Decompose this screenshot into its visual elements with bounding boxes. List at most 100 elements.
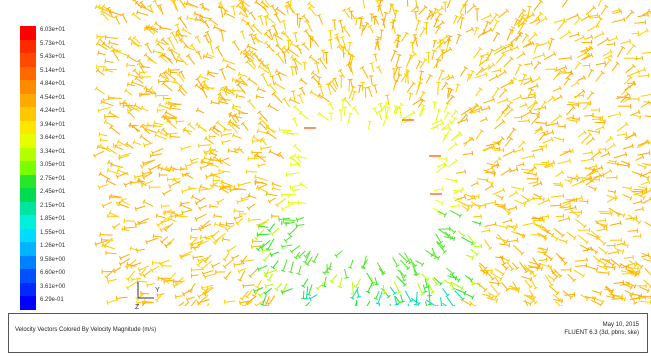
vector-arrowhead <box>618 264 622 269</box>
vector-arrowhead <box>231 105 235 111</box>
velocity-vector-field[interactable] <box>0 0 651 306</box>
velocity-vector <box>335 250 343 257</box>
velocity-vector <box>624 133 635 141</box>
velocity-vector <box>579 244 589 250</box>
legend-swatch <box>20 215 36 229</box>
vector-arrowhead <box>101 4 106 9</box>
vector-arrowhead <box>455 178 458 184</box>
vector-arrowhead <box>124 141 129 146</box>
velocity-vector <box>257 130 271 135</box>
vector-arrowhead <box>117 201 121 207</box>
vector-arrowhead <box>502 52 507 57</box>
velocity-vector <box>475 68 484 76</box>
vector-arrowhead <box>160 52 164 58</box>
vector-arrowhead <box>594 187 597 192</box>
velocity-vector <box>481 107 490 111</box>
velocity-vector <box>493 158 501 164</box>
velocity-vector <box>233 41 240 51</box>
vector-arrowhead <box>582 34 586 40</box>
velocity-vector <box>105 252 117 255</box>
velocity-vector <box>600 5 607 15</box>
vector-arrowhead <box>563 17 566 23</box>
vector-arrowhead <box>637 271 640 276</box>
vector-arrowhead <box>496 163 499 169</box>
velocity-vector <box>285 235 293 242</box>
vector-arrowhead <box>115 48 118 54</box>
vector-arrowhead <box>98 143 102 148</box>
velocity-vector <box>634 208 644 211</box>
vector-arrowhead <box>628 281 630 287</box>
legend-label: 3.34e+01 <box>40 148 66 155</box>
velocity-vector <box>255 180 267 185</box>
vector-arrowhead <box>619 111 622 116</box>
vector-arrowhead <box>175 29 180 33</box>
velocity-vector <box>157 109 165 111</box>
velocity-vector <box>201 160 214 166</box>
velocity-vector <box>470 182 478 187</box>
velocity-vector <box>109 11 122 16</box>
velocity-vector <box>494 120 504 130</box>
vector-arrowhead <box>585 263 588 268</box>
velocity-vector <box>640 94 651 97</box>
legend-swatch <box>20 26 36 40</box>
vector-arrowhead <box>463 194 467 200</box>
velocity-vector <box>586 232 598 238</box>
velocity-vector <box>483 239 491 249</box>
velocity-vector <box>122 14 128 23</box>
velocity-vector <box>565 72 573 80</box>
velocity-vector <box>398 252 408 263</box>
vector-arrowhead <box>623 17 626 22</box>
vector-arrowhead <box>603 262 608 267</box>
velocity-vector <box>217 198 225 204</box>
velocity-vector <box>219 159 231 167</box>
vector-arrowhead <box>494 294 498 300</box>
velocity-vector <box>202 270 214 275</box>
velocity-vector <box>160 224 170 231</box>
graphics-viewport[interactable]: 6.03e+01 5.73e+01 5.43e+01 5.14e+01 4.84e+01… <box>0 0 651 311</box>
velocity-vector <box>258 163 266 167</box>
vector-arrowhead <box>478 87 483 91</box>
vector-arrowhead <box>292 143 297 148</box>
vector-arrowhead <box>297 254 302 259</box>
z-axis-label: Z <box>135 304 140 311</box>
vector-arrowhead <box>465 117 469 122</box>
velocity-vector <box>119 152 132 157</box>
vector-arrowhead <box>244 59 249 64</box>
velocity-vector <box>162 38 169 46</box>
velocity-vector <box>237 84 246 94</box>
velocity-vector <box>184 45 195 51</box>
vector-arrowhead <box>338 19 343 22</box>
velocity-vector <box>518 141 525 148</box>
vector-arrowhead <box>138 272 143 277</box>
velocity-vector <box>242 123 249 131</box>
velocity-vector <box>391 4 396 16</box>
vector-arrowhead <box>194 217 198 222</box>
vector-arrowhead <box>280 269 286 272</box>
velocity-vector <box>156 215 166 219</box>
vector-arrowhead <box>98 171 102 176</box>
velocity-vector <box>252 24 263 35</box>
velocity-vector <box>126 64 136 67</box>
velocity-vector <box>218 101 229 105</box>
vector-arrowhead <box>172 78 177 83</box>
velocity-vector <box>605 286 615 297</box>
velocity-vector <box>150 87 157 95</box>
velocity-vector <box>378 111 383 121</box>
velocity-vector <box>645 140 651 144</box>
velocity-vector <box>229 120 240 130</box>
vector-arrowhead <box>601 31 605 36</box>
velocity-vector <box>595 220 606 222</box>
vector-arrowhead <box>518 31 524 35</box>
legend-swatch <box>20 120 36 135</box>
velocity-vector <box>121 200 130 206</box>
velocity-vector <box>185 161 198 167</box>
velocity-vector <box>508 191 518 198</box>
velocity-vector <box>571 118 580 120</box>
vector-arrowhead <box>281 51 287 53</box>
vector-arrowhead <box>155 213 158 218</box>
velocity-vector <box>236 95 246 98</box>
velocity-vector <box>161 205 170 207</box>
velocity-vector <box>206 53 215 58</box>
vector-arrowhead <box>405 259 410 264</box>
velocity-vector <box>436 241 446 253</box>
